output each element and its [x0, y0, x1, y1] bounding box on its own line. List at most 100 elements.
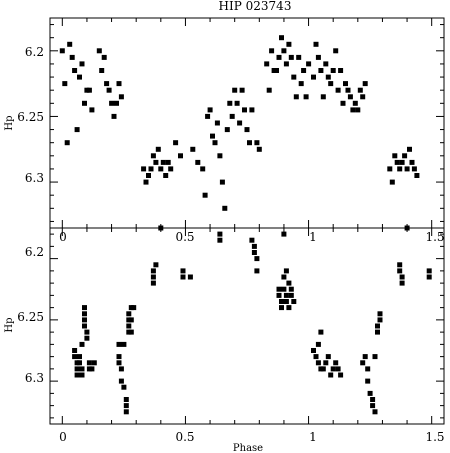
bottom-data-point-77 — [333, 360, 339, 366]
top-data-point-39 — [200, 166, 206, 172]
bottom-data-point-74 — [325, 354, 331, 360]
bottom-data-point-39 — [150, 274, 156, 280]
bottom-data-point-99 — [404, 225, 410, 231]
bottom-data-point-98 — [399, 280, 405, 286]
top-data-point-84 — [320, 94, 326, 100]
top-data-point-97 — [352, 100, 358, 106]
bottom-data-point-66 — [283, 268, 289, 274]
top-data-point-100 — [360, 94, 366, 100]
top-data-point-2 — [64, 140, 70, 146]
bottom-ytick-6.2: 6.2 — [25, 245, 44, 259]
bottom-data-point-46 — [217, 231, 223, 237]
bottom-panel-points — [72, 225, 432, 415]
top-data-point-19 — [111, 113, 117, 119]
top-data-point-62 — [264, 61, 270, 67]
top-xtick-1: 1 — [309, 230, 317, 244]
bottom-data-point-11 — [82, 311, 87, 317]
bottom-data-point-87 — [370, 397, 376, 402]
top-data-point-45 — [214, 120, 220, 126]
top-panel-ticks — [50, 18, 444, 228]
bottom-data-point-25 — [121, 384, 127, 390]
top-data-point-96 — [350, 107, 356, 113]
bottom-data-point-82 — [360, 360, 366, 366]
bottom-data-point-19 — [91, 360, 97, 366]
top-data-point-113 — [414, 173, 420, 178]
top-data-point-26 — [148, 166, 154, 172]
top-data-point-30 — [158, 166, 164, 172]
top-data-point-23 — [141, 166, 147, 172]
top-data-point-68 — [279, 35, 284, 41]
top-xtick-0.5: 0.5 — [175, 230, 194, 244]
bottom-data-point-88 — [370, 403, 376, 409]
top-data-point-85 — [323, 61, 329, 67]
top-data-point-104 — [392, 153, 398, 159]
bottom-data-point-5 — [77, 354, 82, 360]
bottom-data-point-76 — [330, 366, 336, 372]
bottom-xtick-0.5: 0.5 — [175, 430, 194, 444]
bottom-data-point-75 — [328, 372, 334, 378]
top-data-point-7 — [77, 74, 82, 80]
bottom-data-point-20 — [116, 341, 122, 347]
bottom-data-point-62 — [286, 305, 292, 311]
top-data-point-63 — [266, 87, 272, 93]
top-data-point-9 — [82, 100, 87, 106]
bottom-data-point-78 — [335, 366, 341, 372]
top-data-point-55 — [239, 87, 245, 93]
top-data-point-81 — [313, 41, 319, 47]
top-data-point-35 — [173, 140, 179, 146]
bottom-data-point-95 — [397, 262, 403, 268]
bottom-data-point-35 — [128, 317, 134, 323]
top-data-point-88 — [330, 68, 336, 73]
bottom-data-point-90 — [375, 329, 380, 335]
bottom-data-point-6 — [77, 360, 82, 366]
bottom-data-point-7 — [79, 366, 85, 372]
top-data-point-71 — [286, 41, 292, 47]
top-data-point-60 — [254, 140, 260, 146]
bottom-data-point-45 — [187, 274, 193, 280]
top-data-point-64 — [269, 48, 275, 54]
top-data-point-108 — [402, 153, 408, 159]
top-data-point-80 — [311, 74, 316, 80]
top-data-point-107 — [399, 159, 405, 165]
bottom-data-point-52 — [254, 268, 260, 274]
bottom-ytick-6.25: 6.25 — [17, 310, 44, 324]
top-data-point-105 — [394, 159, 400, 165]
bottom-data-point-64 — [288, 286, 294, 292]
top-data-point-41 — [205, 113, 211, 119]
bottom-data-point-65 — [281, 231, 287, 237]
bottom-data-point-22 — [116, 360, 122, 366]
bottom-data-point-92 — [377, 311, 383, 317]
top-data-point-109 — [404, 166, 410, 172]
bottom-data-point-79 — [338, 372, 344, 378]
top-data-point-27 — [150, 153, 156, 159]
top-data-point-22 — [118, 94, 124, 100]
bottom-data-point-14 — [84, 329, 90, 335]
bottom-data-point-9 — [79, 341, 85, 347]
top-data-point-91 — [338, 68, 344, 73]
top-data-point-50 — [227, 100, 233, 106]
top-data-point-99 — [357, 87, 363, 93]
bottom-data-point-18 — [89, 366, 95, 372]
bottom-xtick-0: 0 — [59, 430, 67, 444]
top-data-point-31 — [160, 159, 166, 165]
bottom-data-point-41 — [153, 262, 159, 268]
top-data-point-52 — [232, 87, 238, 93]
top-data-point-49 — [224, 127, 230, 133]
top-data-point-11 — [86, 87, 92, 93]
bottom-data-point-67 — [291, 299, 297, 304]
bottom-data-point-8 — [79, 372, 85, 378]
top-data-point-75 — [296, 54, 302, 60]
top-data-point-5 — [72, 68, 78, 73]
top-data-point-103 — [389, 179, 395, 185]
top-xtick-0: 0 — [59, 230, 67, 244]
bottom-data-point-84 — [365, 366, 371, 372]
bottom-data-point-59 — [283, 292, 289, 298]
bottom-data-point-48 — [249, 237, 255, 243]
bottom-data-point-57 — [281, 286, 287, 292]
top-data-point-28 — [153, 159, 159, 165]
top-data-point-57 — [244, 127, 250, 133]
bottom-data-point-26 — [121, 341, 127, 347]
top-data-point-1 — [62, 81, 68, 87]
bottom-data-point-27 — [123, 397, 129, 402]
